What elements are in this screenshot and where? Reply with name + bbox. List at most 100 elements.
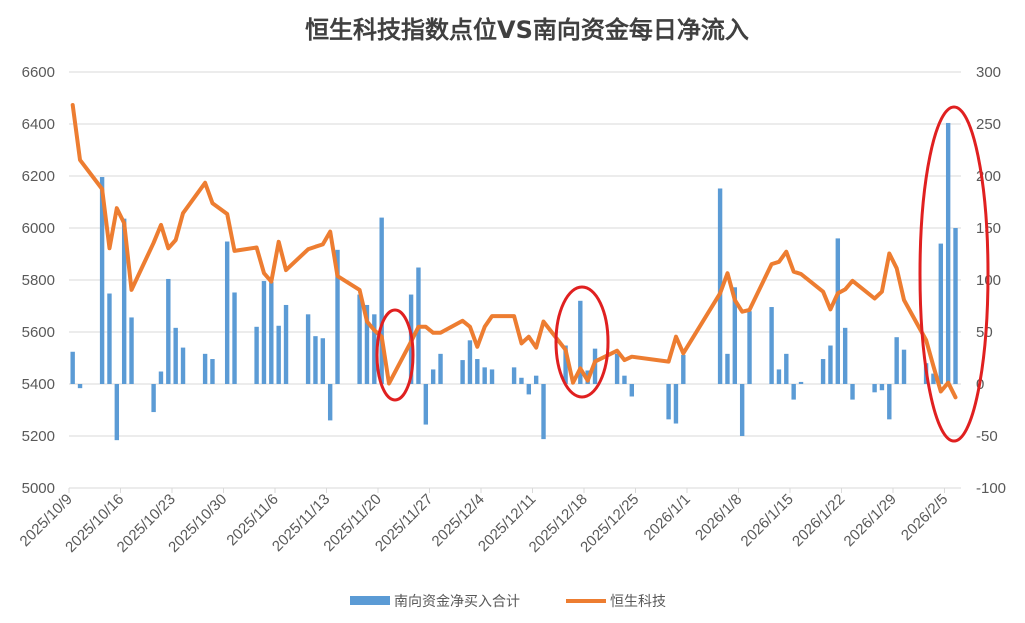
bar <box>622 375 627 384</box>
bar <box>114 384 120 441</box>
bar <box>180 347 186 384</box>
annotation-ellipse <box>554 285 610 399</box>
right-tick-label: -100 <box>976 480 1006 497</box>
bar <box>364 304 370 384</box>
bar <box>887 384 892 420</box>
bar <box>945 122 951 385</box>
bar <box>357 294 362 384</box>
bar <box>901 349 907 384</box>
left-tick-label: 5200 <box>22 428 55 445</box>
bar <box>938 243 944 384</box>
bar <box>335 249 340 384</box>
bar <box>798 381 804 384</box>
legend: 南向资金净买入合计 恒生科技 <box>350 594 666 610</box>
bar <box>879 384 885 391</box>
bar <box>842 327 848 384</box>
bar <box>129 317 134 384</box>
legend-bar-label: 南向资金净买入合计 <box>394 594 520 610</box>
bar <box>673 384 679 424</box>
bar <box>320 338 326 384</box>
bar <box>166 278 171 384</box>
bar <box>158 371 164 384</box>
right-tick-label: 250 <box>976 116 1001 133</box>
bar-series <box>70 122 958 441</box>
bar <box>276 325 281 384</box>
left-tick-label: 6200 <box>22 168 55 185</box>
annotations <box>375 105 990 443</box>
bar <box>681 354 686 384</box>
bar <box>578 300 583 384</box>
left-tick-label: 6600 <box>22 64 55 81</box>
bar <box>202 353 208 384</box>
bar <box>872 384 877 393</box>
bar <box>614 353 620 384</box>
bar <box>423 384 429 425</box>
x-tick-label: 2026/1/8 <box>692 491 745 544</box>
bar <box>121 218 127 384</box>
line-series <box>70 103 958 400</box>
right-tick-label: -50 <box>976 428 998 445</box>
x-tick-label: 2026/1/29 <box>841 491 900 550</box>
annotation-ellipse <box>918 105 990 443</box>
bar <box>254 326 259 384</box>
gridlines <box>69 71 961 489</box>
bar <box>629 384 635 397</box>
bar <box>850 384 855 400</box>
left-tick-label: 5800 <box>22 272 55 289</box>
bar <box>313 336 318 384</box>
bar <box>769 307 774 384</box>
bar <box>828 345 833 384</box>
legend-bar-swatch <box>350 596 390 605</box>
bar <box>269 282 274 384</box>
x-tick-label: 2026/2/5 <box>898 491 951 544</box>
bar <box>438 353 443 384</box>
bar <box>70 351 75 384</box>
bar <box>725 353 730 384</box>
bar <box>327 384 333 421</box>
left-tick-label: 6000 <box>22 220 55 237</box>
bar <box>519 377 524 384</box>
bar <box>305 314 311 384</box>
bar <box>563 345 568 384</box>
annotation-ellipse <box>375 308 415 402</box>
bar <box>776 369 782 384</box>
bar <box>261 281 267 384</box>
bar <box>541 384 546 440</box>
bar <box>467 340 473 384</box>
left-tick-label: 5000 <box>22 480 55 497</box>
bar <box>482 367 487 384</box>
right-tick-label: 300 <box>976 64 1001 81</box>
bar <box>747 311 752 384</box>
left-tick-label: 5400 <box>22 376 55 393</box>
bar <box>835 238 841 384</box>
bar <box>210 359 215 384</box>
bar <box>232 292 237 384</box>
bar <box>107 293 112 384</box>
bar <box>77 384 83 389</box>
right-tick-label: 150 <box>976 220 1001 237</box>
bar <box>379 217 384 384</box>
bar <box>489 369 495 384</box>
bar <box>475 359 480 384</box>
x-axis: 2025/10/92025/10/162025/10/232025/10/302… <box>17 488 951 556</box>
legend-line-label: 恒生科技 <box>610 594 666 610</box>
bar <box>732 287 738 384</box>
bar <box>173 327 178 384</box>
bar <box>460 360 465 384</box>
left-axis: 5000 5200 5400 5600 5800 6000 6200 6400 6600 <box>22 64 55 497</box>
bar <box>533 375 539 384</box>
bar <box>739 384 745 436</box>
bar <box>99 177 105 384</box>
bar <box>372 314 377 384</box>
left-tick-label: 6400 <box>22 116 55 133</box>
bar <box>526 384 532 395</box>
bar <box>931 373 936 384</box>
bar <box>784 353 789 384</box>
bar <box>666 384 671 420</box>
right-tick-label: 50 <box>976 324 993 341</box>
x-tick-label: 2026/1/15 <box>738 491 797 550</box>
bar <box>283 304 289 384</box>
bar <box>894 337 899 384</box>
